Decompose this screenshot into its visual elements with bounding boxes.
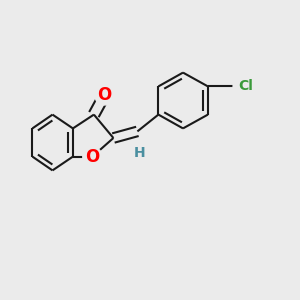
Text: H: H [134, 146, 145, 160]
Circle shape [233, 75, 256, 98]
Text: O: O [97, 86, 112, 104]
Circle shape [95, 86, 114, 105]
Circle shape [83, 147, 102, 166]
Circle shape [132, 145, 147, 161]
Text: Cl: Cl [238, 80, 253, 93]
Text: O: O [85, 148, 100, 166]
